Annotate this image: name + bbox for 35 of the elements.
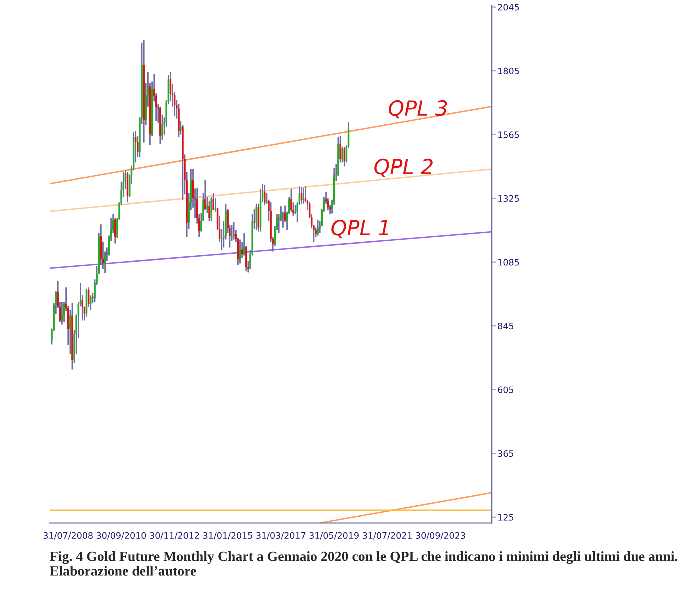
candlestick bbox=[208, 200, 210, 222]
y-tick-label: 1805 bbox=[498, 68, 520, 75]
candlestick bbox=[302, 187, 305, 205]
y-tick-label: 845 bbox=[498, 322, 514, 330]
annotation: QPL 3 bbox=[388, 100, 448, 119]
annotation: QPL 1 bbox=[332, 220, 388, 238]
y-tick-label: 125 bbox=[498, 514, 514, 521]
caption: Fig. 4 Gold Future Monthly Chart a Gennaio 2020 con le QPL che indicano i minimi degli ultimi due anni. Elaborazione dell’autore bbox=[50, 551, 678, 576]
x-tick-label: 30/09/2010 bbox=[96, 532, 146, 540]
candlestick bbox=[182, 124, 184, 201]
x-tick-label: 31/07/2008 bbox=[44, 532, 93, 540]
y-tick-label: 365 bbox=[498, 450, 514, 458]
candlestick bbox=[178, 104, 180, 138]
candlestick bbox=[143, 40, 145, 144]
y-tick-label: 1085 bbox=[498, 259, 520, 266]
y-tick-label: 2045 bbox=[498, 4, 520, 11]
candlestick bbox=[210, 196, 212, 222]
x-tick-label: 31/05/2019 bbox=[310, 532, 359, 540]
candlestick bbox=[317, 219, 319, 236]
candlestick bbox=[61, 302, 64, 326]
candlestick bbox=[114, 218, 116, 244]
y-tick-label: 1325 bbox=[498, 195, 520, 202]
candlestick bbox=[72, 302, 74, 370]
candlestick bbox=[233, 222, 235, 240]
x-tick-label: 31/03/2017 bbox=[256, 532, 306, 540]
y-tick-label: 605 bbox=[498, 386, 514, 394]
candlestick bbox=[160, 106, 162, 145]
x-tick-label: 30/09/2023 bbox=[416, 532, 466, 540]
y-tick-label: 1565 bbox=[498, 132, 520, 138]
candlestick bbox=[204, 179, 206, 212]
candlestick bbox=[290, 188, 292, 213]
x-tick-label: 31/07/2021 bbox=[363, 532, 412, 540]
x-tick-label: 31/01/2015 bbox=[203, 532, 252, 540]
x-tick-label: 30/11/2012 bbox=[150, 532, 200, 540]
annotation: QPL 2 bbox=[374, 158, 433, 178]
